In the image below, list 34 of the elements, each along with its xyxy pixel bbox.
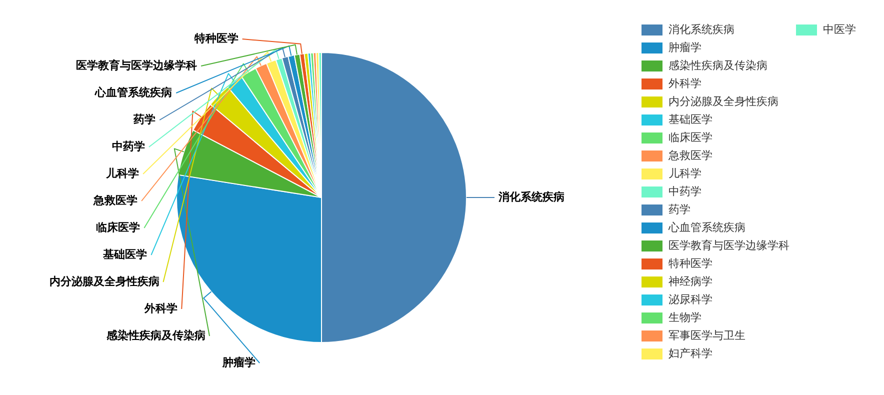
legend-label: 泌尿科学 xyxy=(668,292,712,306)
slice-label: 临床医学 xyxy=(96,220,140,234)
slice-label: 外科学 xyxy=(144,302,178,315)
legend-label: 神经病学 xyxy=(668,274,712,288)
legend-label: 儿科学 xyxy=(668,166,702,180)
slice-label: 肿瘤学 xyxy=(222,356,256,369)
legend-label: 生物学 xyxy=(668,310,702,324)
legend-label: 内分泌腺及全身性疾病 xyxy=(668,94,778,108)
legend-label: 妇产科学 xyxy=(668,346,712,360)
slice-label: 中药学 xyxy=(112,140,145,153)
slice-label: 药学 xyxy=(132,112,156,126)
legend-label: 中医学 xyxy=(823,22,856,36)
slice-label: 儿科学 xyxy=(105,166,140,180)
legend-label: 外科学 xyxy=(668,76,702,90)
legend-label: 急救医学 xyxy=(668,148,712,162)
legend-label: 特种医学 xyxy=(668,256,712,270)
legend-label: 心血管系统疾病 xyxy=(668,220,746,234)
legend-label: 医学教育与医学边缘学科 xyxy=(668,238,790,252)
slice-label: 基础医学 xyxy=(102,248,148,261)
slice-label: 急救医学 xyxy=(92,194,138,207)
slice-label: 医学教育与医学边缘学科 xyxy=(76,58,198,72)
slice-label: 内分泌腺及全身性疾病 xyxy=(49,274,160,288)
slice-label: 心血管系统疾病 xyxy=(94,86,172,99)
legend-label: 药学 xyxy=(668,202,690,216)
legend-label: 中药学 xyxy=(668,184,702,198)
legend-label: 感染性疾病及传染病 xyxy=(668,58,768,72)
legend-label: 临床医学 xyxy=(668,130,712,144)
slice-label: 特种医学 xyxy=(193,32,238,45)
legend-label: 消化系统疾病 xyxy=(668,22,734,36)
legend-label: 肿瘤学 xyxy=(668,40,702,54)
slice-label: 消化系统疾病 xyxy=(498,190,564,204)
legend-label: 基础医学 xyxy=(668,112,712,126)
legend-label: 军事医学与卫生 xyxy=(668,328,746,342)
slice-label: 感染性疾病及传染病 xyxy=(106,328,206,342)
